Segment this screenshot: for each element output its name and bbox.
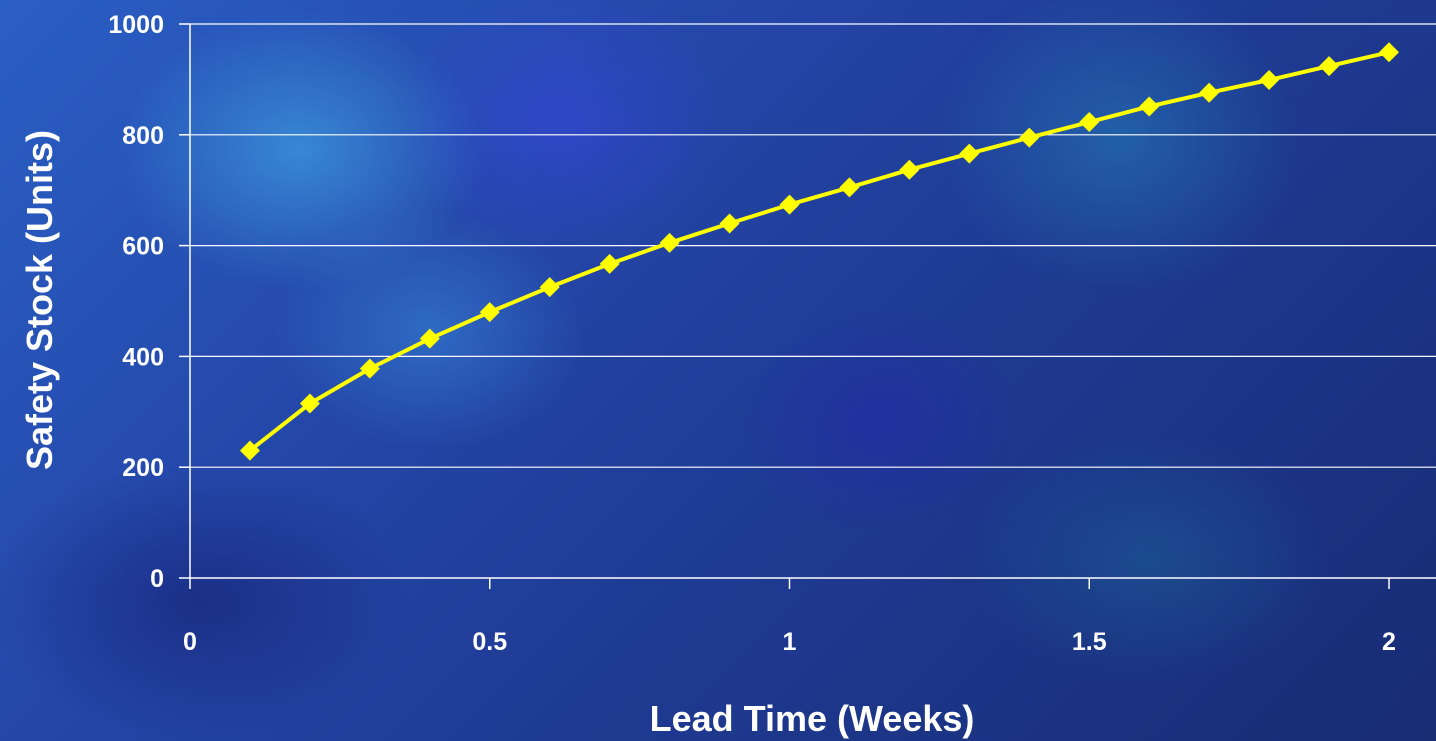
data-point [239, 440, 260, 461]
data-point [899, 159, 920, 180]
data-point [1319, 56, 1340, 77]
y-tick-label: 400 [122, 343, 164, 371]
series-layer [239, 42, 1399, 461]
data-point [299, 393, 320, 414]
y-tick-label: 600 [122, 233, 164, 261]
tick-labels: 0 200 400 600 800 1000 0 0.5 1 1.5 2 [108, 11, 1396, 656]
y-tick-label: 800 [122, 122, 164, 150]
gridlines [190, 23, 1436, 468]
x-axis-title: Lead Time (Weeks) [650, 698, 975, 739]
data-point [779, 194, 800, 215]
data-point [659, 232, 680, 253]
data-point [479, 302, 500, 323]
x-tick-label: 2 [1382, 628, 1396, 656]
data-point [1199, 82, 1220, 103]
series-line [248, 50, 1390, 453]
data-point [1139, 96, 1160, 117]
data-point [539, 277, 560, 298]
y-tick-label: 200 [122, 454, 164, 482]
data-point [419, 328, 440, 349]
axes [179, 23, 1436, 589]
data-point [1019, 127, 1040, 148]
x-tick-label: 1.5 [1072, 628, 1107, 656]
data-point [599, 253, 620, 274]
data-point [359, 358, 380, 379]
data-point [1079, 112, 1100, 133]
y-axis-title: Safety Stock (Units) [19, 130, 60, 470]
x-tick-label: 1 [783, 628, 797, 656]
data-point [1379, 42, 1399, 63]
x-tick-label: 0.5 [472, 628, 507, 656]
data-point [1259, 69, 1280, 90]
data-point [839, 177, 860, 198]
data-point [959, 143, 980, 164]
x-tick-label: 0 [183, 628, 197, 656]
data-point [719, 213, 740, 234]
y-tick-label: 1000 [108, 11, 164, 39]
y-tick-label: 0 [150, 565, 164, 593]
